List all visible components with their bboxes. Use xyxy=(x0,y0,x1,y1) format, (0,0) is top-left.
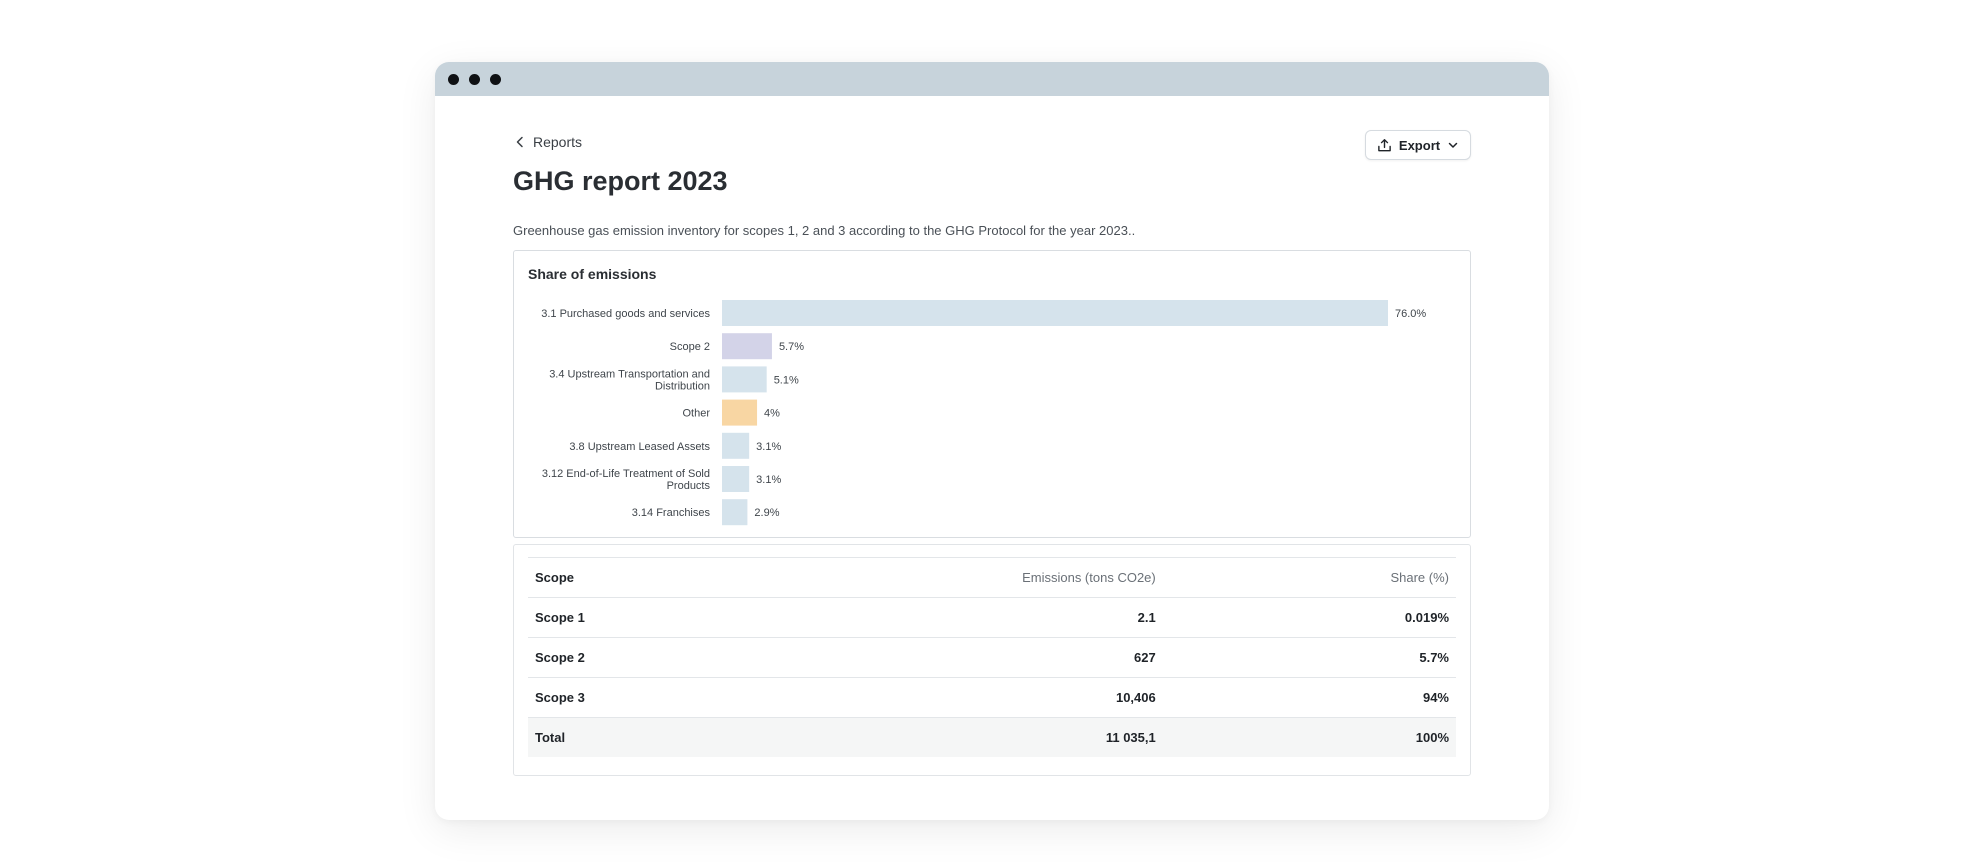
page-title: GHG report 2023 xyxy=(513,166,728,196)
cell-scope: Scope 1 xyxy=(528,597,869,638)
cell-total-label: Total xyxy=(528,717,869,757)
value-label: 4% xyxy=(764,408,780,420)
cell-scope: Scope 2 xyxy=(528,637,869,678)
minimize-dot[interactable] xyxy=(469,74,480,85)
header-emissions[interactable]: Emissions (tons CO2e) xyxy=(868,557,1163,598)
category-label: 3.4 Upstream Transportation and Distribut… xyxy=(549,368,710,392)
back-link-label: Reports xyxy=(533,134,583,150)
table-total-row: Total 11 035,1 100% xyxy=(528,717,1456,757)
bar[interactable] xyxy=(722,366,767,393)
bar[interactable] xyxy=(722,333,772,360)
cell-total-emissions: 11 035,1 xyxy=(868,717,1163,757)
upload-icon xyxy=(1378,138,1391,151)
chart-title: Share of emissions xyxy=(528,266,657,282)
back-link-reports[interactable]: Reports xyxy=(513,134,582,150)
chevron-left-icon xyxy=(516,136,523,148)
cell-share: 5.7% xyxy=(1162,637,1456,678)
value-label: 5.1% xyxy=(774,374,799,386)
category-label: 3.14 Franchises xyxy=(632,507,711,519)
category-label: 3.1 Purchased goods and services xyxy=(541,308,710,320)
bar[interactable] xyxy=(722,499,748,526)
value-label: 3.1% xyxy=(756,474,781,486)
bar[interactable] xyxy=(722,300,1388,326)
close-dot[interactable] xyxy=(448,74,459,85)
table-header-row: Scope Emissions (tons CO2e) Share (%) xyxy=(528,557,1456,598)
bar[interactable] xyxy=(722,432,750,459)
value-label: 76.0% xyxy=(1395,308,1426,320)
category-label: 3.12 End-of-Life Treatment of Sold Produc… xyxy=(542,468,711,492)
export-button-label: Export xyxy=(1398,137,1441,153)
window-titlebar xyxy=(435,62,1549,96)
app-window: Reports Export GHG report 2023 Greenhous… xyxy=(435,62,1549,820)
table-row[interactable]: Scope 2 627 5.7% xyxy=(528,637,1456,678)
value-label: 2.9% xyxy=(754,507,779,519)
cell-emissions: 627 xyxy=(868,637,1163,678)
chevron-down-icon xyxy=(1448,142,1458,148)
header-share[interactable]: Share (%) xyxy=(1162,557,1456,598)
header-scope[interactable]: Scope xyxy=(528,557,869,598)
export-button[interactable]: Export xyxy=(1365,130,1471,160)
cell-share: 0.019% xyxy=(1162,597,1456,638)
cell-scope: Scope 3 xyxy=(528,677,869,718)
table-row[interactable]: Scope 3 10,406 94% xyxy=(528,677,1456,718)
value-label: 3.1% xyxy=(756,441,781,453)
emissions-table-card: Scope Emissions (tons CO2e) Share (%) Sc… xyxy=(513,544,1471,776)
category-label: 3.8 Upstream Leased Assets xyxy=(569,441,710,453)
maximize-dot[interactable] xyxy=(490,74,501,85)
page-subtitle: Greenhouse gas emission inventory for sc… xyxy=(513,223,1136,238)
bar[interactable] xyxy=(722,466,750,492)
cell-emissions: 2.1 xyxy=(868,597,1163,638)
category-label: Other xyxy=(682,408,710,420)
table-row[interactable]: Scope 1 2.1 0.019% xyxy=(528,597,1456,638)
cell-emissions: 10,406 xyxy=(868,677,1163,718)
emissions-share-chart: Share of emissions 3.1 Purchased goods a… xyxy=(513,250,1471,538)
cell-total-share: 100% xyxy=(1162,717,1456,757)
category-label: Scope 2 xyxy=(670,341,710,353)
value-label: 5.7% xyxy=(779,341,804,353)
emissions-table: Scope Emissions (tons CO2e) Share (%) Sc… xyxy=(528,557,1456,757)
cell-share: 94% xyxy=(1162,677,1456,718)
bar[interactable] xyxy=(722,399,758,426)
bar-chart-svg: 3.1 Purchased goods and services 76.0% Sco… xyxy=(541,300,1426,526)
